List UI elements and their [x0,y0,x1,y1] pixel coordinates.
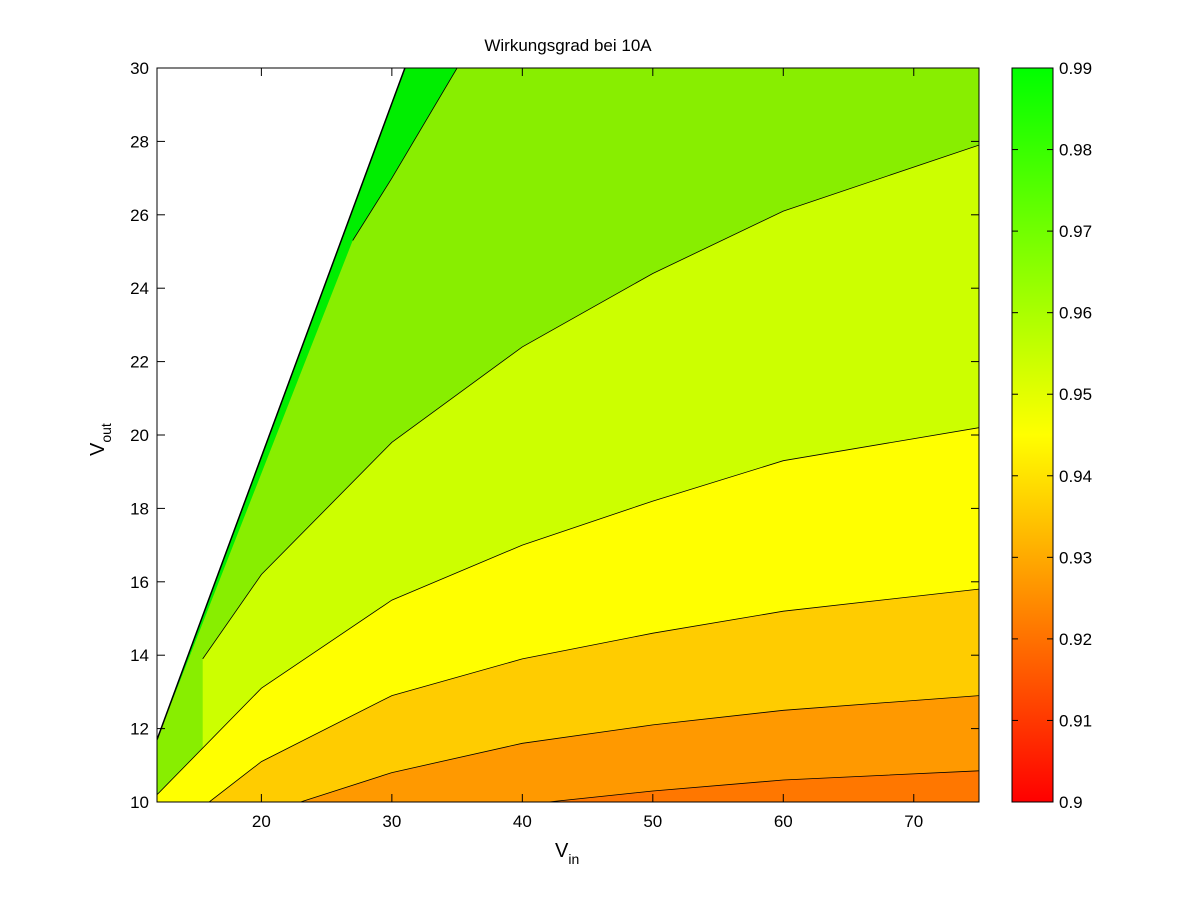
x-tick-label: 50 [643,812,662,831]
y-tick-label: 30 [130,59,149,78]
y-tick-label: 24 [130,279,149,298]
y-axis-label-main: V [87,442,109,456]
colorbar-tick-label: 0.93 [1059,548,1092,567]
x-axis-label-sub: in [568,851,579,867]
y-tick-label: 22 [130,353,149,372]
y-axis-label-sub: out [98,423,114,443]
contour-line-0.94 [300,695,979,802]
colorbar-ticks: 0.9 0.91 0.92 0.93 0.94 0.95 0.96 0.97 0.98 0.99 [1012,59,1092,812]
colorbar [1011,67,1054,803]
x-tick-label: 20 [252,812,271,831]
contour-line-0.98 [352,68,458,241]
x-tick-label: 60 [774,812,793,831]
contour-lines [157,68,979,802]
y-axis-label: Vout [87,423,114,456]
contour-band-0.935 [548,770,979,802]
y-tick-label: 12 [130,720,149,739]
contour-line-0.97 [202,144,979,660]
x-tick-label: 70 [904,812,923,831]
contour-line-0.935 [548,770,979,802]
colorbar-tick-label: 0.97 [1059,222,1092,241]
colorbar-tick-label: 0.99 [1059,59,1092,78]
y-axis-ticks: 10 12 14 16 18 20 22 24 26 28 30 [130,59,979,812]
x-tick-label: 30 [382,812,401,831]
x-axis-ticks: 20 30 40 50 60 70 [252,68,923,831]
colorbar-tick-label: 0.92 [1059,630,1092,649]
y-tick-label: 20 [130,426,149,445]
validity-boundary [157,68,406,740]
y-tick-label: 16 [130,573,149,592]
colorbar-tick-label: 0.98 [1059,141,1092,160]
y-tick-label: 14 [130,646,149,665]
contour-line-0.95 [208,588,979,802]
x-axis-label: Vin [555,840,579,867]
colorbar-tick-label: 0.94 [1059,467,1092,486]
colorbar-tick-label: 0.96 [1059,304,1092,323]
contour-band-0.94 [300,695,979,802]
y-tick-label: 26 [130,206,149,225]
y-tick-label: 18 [130,499,149,518]
x-tick-label: 40 [513,812,532,831]
contour-fills [157,68,979,802]
y-tick-label: 28 [130,132,149,151]
colorbar-tick-label: 0.91 [1059,711,1092,730]
x-axis-label-main: V [555,840,569,862]
colorbar-tick-label: 0.95 [1059,385,1092,404]
y-tick-label: 10 [130,793,149,812]
colorbar-tick-label: 0.9 [1059,793,1083,812]
contour-line-0.96 [157,427,979,795]
chart-title: Wirkungsgrad bei 10A [484,36,652,55]
